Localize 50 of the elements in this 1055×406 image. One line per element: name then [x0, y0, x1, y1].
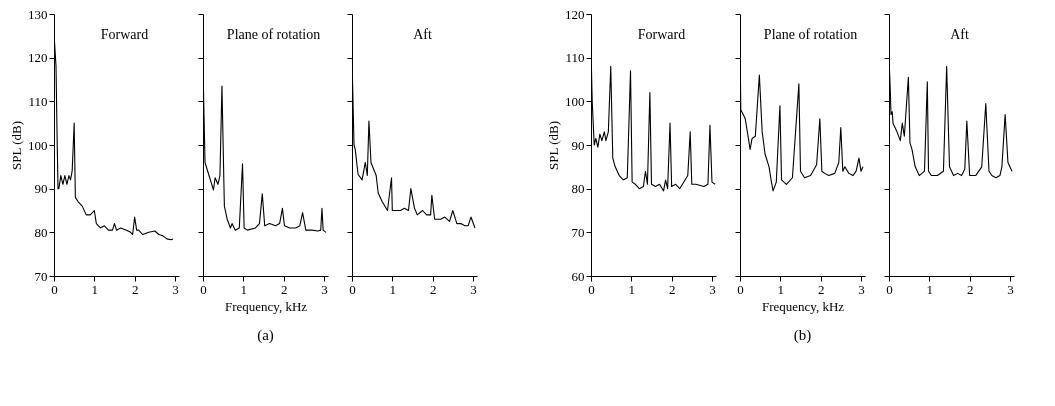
text: Forward	[637, 27, 686, 42]
x-tick-label: 1	[777, 281, 785, 297]
y-tick-label: 110	[28, 93, 48, 109]
y-axis-title: SPL (dB)	[9, 121, 24, 170]
text: Plane of rotation	[763, 27, 858, 42]
x-tick-label: 2	[966, 281, 974, 297]
y-tick-label: 60	[571, 268, 585, 284]
text: Plane of rotation	[226, 27, 321, 42]
x-tick-label: 0	[737, 281, 744, 297]
x-tick-label: 2	[280, 281, 288, 297]
x-tick-label: 3	[172, 281, 179, 297]
y-tick-label: 90	[571, 137, 585, 153]
x-tick-label: 3	[1007, 281, 1014, 297]
x-tick-label: 3	[321, 281, 328, 297]
y-tick-label: 90	[34, 181, 48, 197]
y-tick-label: 70	[34, 268, 48, 284]
y-tick-label: 80	[571, 181, 585, 197]
x-tick-label: 2	[131, 281, 139, 297]
x-tick-label: 3	[470, 281, 477, 297]
x-tick-label: 0	[200, 281, 207, 297]
x-tick-label: 3	[709, 281, 716, 297]
x-tick-label: 2	[429, 281, 437, 297]
y-tick-label: 70	[571, 224, 585, 240]
x-tick-label: 1	[628, 281, 636, 297]
y-tick-label: 120	[565, 6, 585, 22]
text: (a)	[257, 327, 274, 344]
x-axis-title: Frequency, kHz	[761, 298, 845, 314]
text: Forward	[100, 27, 149, 42]
x-tick-label: 1	[389, 281, 397, 297]
y-tick-label: 120	[28, 50, 48, 66]
x-tick-label: 3	[858, 281, 865, 297]
x-axis-title: Frequency, kHz	[224, 298, 308, 314]
y-tick-label: 100	[28, 137, 48, 153]
x-tick-label: 2	[817, 281, 825, 297]
x-tick-label: 0	[349, 281, 356, 297]
x-tick-label: 1	[240, 281, 248, 297]
x-tick-label: 2	[668, 281, 676, 297]
x-tick-label: 0	[51, 281, 58, 297]
y-tick-label: 80	[34, 224, 48, 240]
y-tick-label: 100	[565, 93, 585, 109]
y-tick-label: 110	[565, 50, 585, 66]
x-tick-label: 1	[926, 281, 934, 297]
x-tick-label: 0	[588, 281, 595, 297]
text: Aft	[950, 27, 969, 42]
y-axis-title: SPL (dB)	[546, 121, 561, 170]
x-tick-label: 1	[91, 281, 99, 297]
text: Aft	[413, 27, 432, 42]
y-tick-label: 130	[28, 6, 48, 22]
text: (b)	[793, 327, 812, 344]
x-tick-label: 0	[886, 281, 893, 297]
